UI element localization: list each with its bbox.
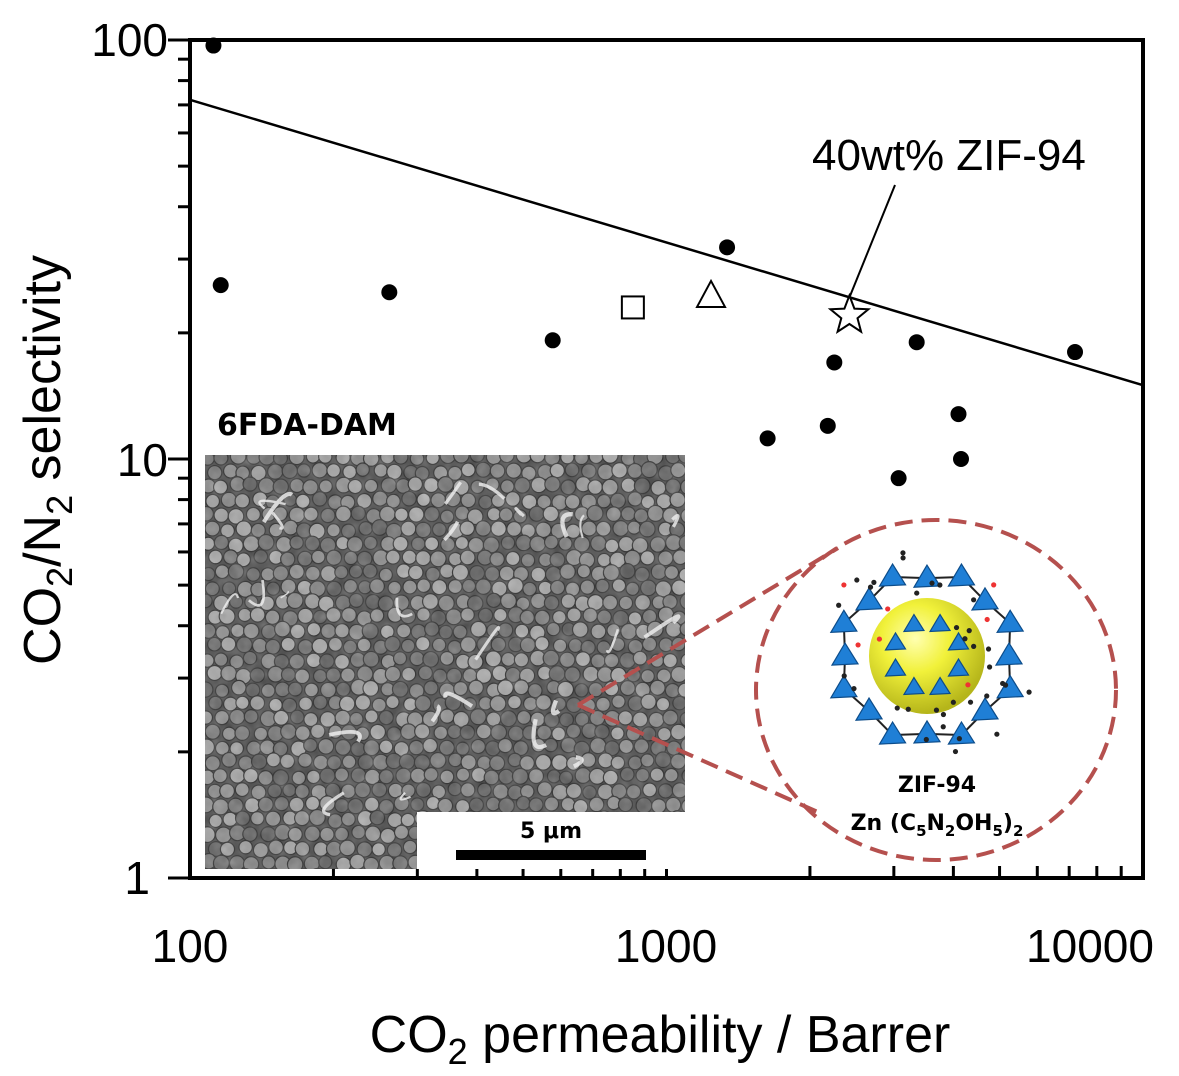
zif-formula-label: Zn (C5N2OH5)2 [851, 811, 1024, 840]
y-tick-label-10: 10 [117, 434, 168, 486]
scale-bar-label: 5 μm [520, 819, 582, 844]
zoom-circle [754, 518, 1118, 862]
data-point [544, 332, 561, 349]
scale-bar [456, 850, 646, 860]
data-point [950, 406, 967, 423]
zif-tetrahedron [928, 676, 952, 696]
x-tick-labels: 100 1000 10000 [152, 920, 1154, 972]
upper-bound-line [189, 98, 1144, 387]
data-point [205, 37, 222, 54]
zif-tetrahedron [884, 657, 907, 677]
polymer-label: 6FDA-DAM [217, 408, 397, 443]
zif-tetrahedron [947, 720, 976, 745]
zif-tetrahedron [912, 563, 942, 588]
zif-tetrahedron [996, 674, 1025, 699]
y-axis-label: CO2/N2 selectivity [14, 255, 80, 665]
zif-tetrahedron [878, 562, 907, 587]
data-point [1067, 344, 1084, 361]
zif-name-label: ZIF-94 [898, 773, 976, 798]
data-point [212, 277, 229, 294]
zif-tetrahedron [902, 613, 926, 633]
zif-tetrahedron [829, 609, 858, 634]
star-annotation-label: 40wt% ZIF-94 [812, 131, 1086, 180]
zif-94-structure [829, 550, 1032, 755]
zif-tetrahedron [829, 674, 858, 699]
sem-inset: 5 μm [205, 455, 685, 869]
x-axis-label: CO2 permeability / Barrer [370, 1006, 951, 1072]
y-tick-label-1: 1 [124, 852, 150, 904]
zif-tetrahedron [928, 613, 952, 633]
zif-tetrahedron [994, 641, 1024, 666]
data-point [908, 334, 925, 351]
y-tick-labels: 1 10 100 [91, 14, 168, 904]
zif-tetrahedron [947, 562, 976, 587]
data-point [381, 284, 398, 301]
zif-tetrahedron [970, 586, 1000, 611]
data-point-star [827, 292, 872, 334]
data-point [826, 354, 843, 371]
y-axis-ticks [168, 38, 190, 880]
zif-tetrahedron [854, 696, 884, 721]
zif-tetrahedron [947, 657, 970, 677]
zif-tetrahedron [902, 676, 926, 696]
zif-tetrahedron [830, 641, 860, 666]
data-point [952, 451, 969, 467]
data-point [819, 417, 836, 434]
y-tick-label-100: 100 [91, 14, 168, 66]
x-tick-label-100: 100 [152, 920, 229, 972]
zif-tetrahedron [970, 696, 1000, 721]
zif-tetrahedron [912, 719, 942, 744]
zif-cavity-sphere [869, 598, 985, 714]
data-point-square [620, 295, 645, 320]
data-point [759, 430, 776, 447]
zif-tetrahedron [947, 631, 970, 651]
data-point-triangle [695, 278, 727, 308]
data-markers [205, 37, 1084, 487]
zoom-callout [576, 518, 1118, 862]
data-point [890, 470, 907, 487]
x-tick-label-10000: 10000 [1026, 920, 1154, 972]
zif-tetrahedron [878, 720, 907, 745]
data-point [719, 239, 736, 256]
zif-tetrahedron [854, 586, 884, 611]
zif-tetrahedron [996, 609, 1025, 634]
x-tick-label-1000: 1000 [615, 920, 717, 972]
star-annotation-arrow [849, 184, 896, 297]
zif-tetrahedron [884, 631, 907, 651]
